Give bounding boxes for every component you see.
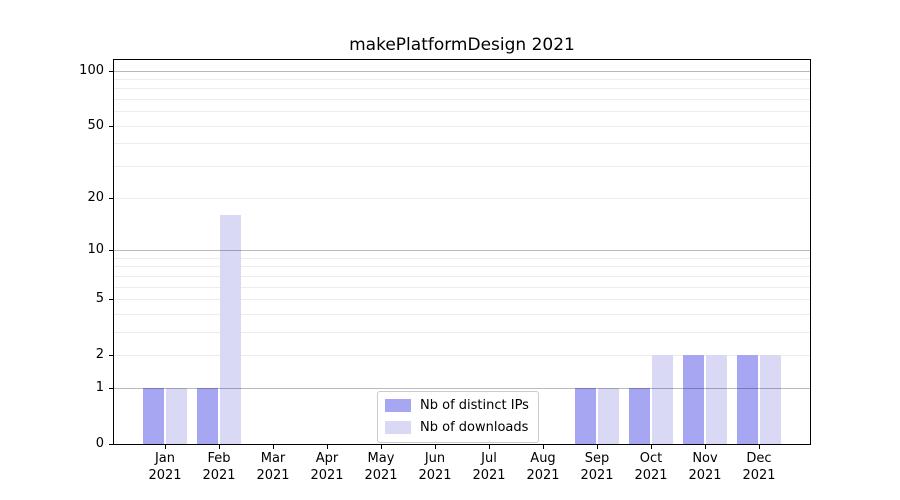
x-tick-label: Mar 2021 bbox=[256, 451, 290, 483]
x-tick-mark bbox=[435, 445, 436, 449]
y-tick-mark bbox=[109, 125, 113, 127]
y-tick-label: 2 bbox=[95, 347, 104, 363]
legend-label-distinct-ips: Nb of distinct IPs bbox=[420, 398, 529, 413]
bar-downloads bbox=[598, 387, 619, 444]
x-tick-mark bbox=[489, 445, 490, 449]
y-tick-mark bbox=[109, 444, 113, 445]
bar-downloads bbox=[652, 355, 673, 444]
bar-distinct-ips bbox=[575, 387, 596, 444]
gridline-minor bbox=[114, 286, 810, 288]
x-tick-mark bbox=[327, 445, 328, 449]
gridline-minor bbox=[114, 111, 810, 113]
gridline-minor bbox=[114, 266, 810, 268]
gridline-major bbox=[114, 387, 810, 389]
y-tick-mark bbox=[109, 249, 113, 251]
legend-swatch-distinct-ips bbox=[385, 399, 411, 412]
y-tick-mark bbox=[109, 387, 113, 389]
legend-item-distinct-ips: Nb of distinct IPs bbox=[385, 397, 529, 414]
y-tick-label: 5 bbox=[95, 290, 104, 306]
bar-distinct-ips bbox=[143, 387, 164, 444]
bar-downloads bbox=[706, 355, 727, 444]
y-tick-label: 0 bbox=[95, 436, 104, 451]
gridline-minor bbox=[114, 166, 810, 168]
chart-title: makePlatformDesign 2021 bbox=[349, 35, 575, 55]
legend-item-downloads: Nb of downloads bbox=[385, 419, 529, 436]
gridline-minor bbox=[114, 331, 810, 333]
y-tick-mark bbox=[109, 355, 113, 357]
gridline-minor bbox=[114, 257, 810, 259]
y-tick-mark bbox=[109, 70, 113, 72]
x-tick-mark bbox=[543, 445, 544, 449]
x-tick-mark bbox=[597, 445, 598, 449]
gridline-minor bbox=[114, 125, 810, 127]
x-tick-label: Nov 2021 bbox=[688, 451, 722, 483]
gridline-major bbox=[114, 70, 810, 72]
bar-downloads bbox=[220, 214, 241, 444]
gridline-minor bbox=[114, 275, 810, 277]
bar-distinct-ips bbox=[683, 355, 704, 444]
legend: Nb of distinct IPs Nb of downloads bbox=[377, 391, 539, 443]
gridline-minor bbox=[114, 99, 810, 101]
x-tick-label: May 2021 bbox=[364, 451, 398, 483]
x-tick-mark bbox=[219, 445, 220, 449]
y-tick-mark bbox=[109, 197, 113, 199]
bar-downloads bbox=[166, 387, 187, 444]
y-tick-label: 50 bbox=[87, 117, 104, 133]
gridline-minor bbox=[114, 313, 810, 315]
y-tick-label: 1 bbox=[95, 379, 104, 395]
y-tick-label: 100 bbox=[79, 62, 104, 78]
plot-area bbox=[113, 59, 811, 445]
x-tick-mark bbox=[273, 445, 274, 449]
bar-downloads bbox=[760, 355, 781, 444]
x-tick-mark bbox=[381, 445, 382, 449]
x-tick-label: Jan 2021 bbox=[148, 451, 182, 483]
gridline-minor bbox=[114, 78, 810, 80]
bar-distinct-ips bbox=[737, 355, 758, 444]
x-tick-label: Dec 2021 bbox=[742, 451, 776, 483]
bar-distinct-ips bbox=[197, 387, 218, 444]
y-tick-mark bbox=[109, 298, 113, 300]
x-tick-mark bbox=[705, 445, 706, 449]
x-tick-label: Jun 2021 bbox=[418, 451, 452, 483]
y-tick-label: 10 bbox=[87, 241, 104, 257]
y-tick-label: 20 bbox=[87, 189, 104, 205]
x-tick-label: Apr 2021 bbox=[310, 451, 344, 483]
gridline-minor bbox=[114, 355, 810, 357]
legend-label-downloads: Nb of downloads bbox=[420, 420, 529, 435]
gridline-minor bbox=[114, 88, 810, 90]
x-tick-label: Feb 2021 bbox=[202, 451, 236, 483]
x-tick-label: Oct 2021 bbox=[634, 451, 668, 483]
bar-distinct-ips bbox=[629, 387, 650, 444]
x-tick-label: Sep 2021 bbox=[580, 451, 614, 483]
gridline-major bbox=[114, 249, 810, 251]
x-tick-mark bbox=[759, 445, 760, 449]
x-tick-label: Jul 2021 bbox=[472, 451, 506, 483]
gridline-minor bbox=[114, 143, 810, 145]
gridline-minor bbox=[114, 298, 810, 300]
x-tick-mark bbox=[651, 445, 652, 449]
legend-swatch-downloads bbox=[385, 421, 411, 434]
gridline-minor bbox=[114, 197, 810, 199]
x-tick-label: Aug 2021 bbox=[526, 451, 560, 483]
x-tick-mark bbox=[165, 445, 166, 449]
